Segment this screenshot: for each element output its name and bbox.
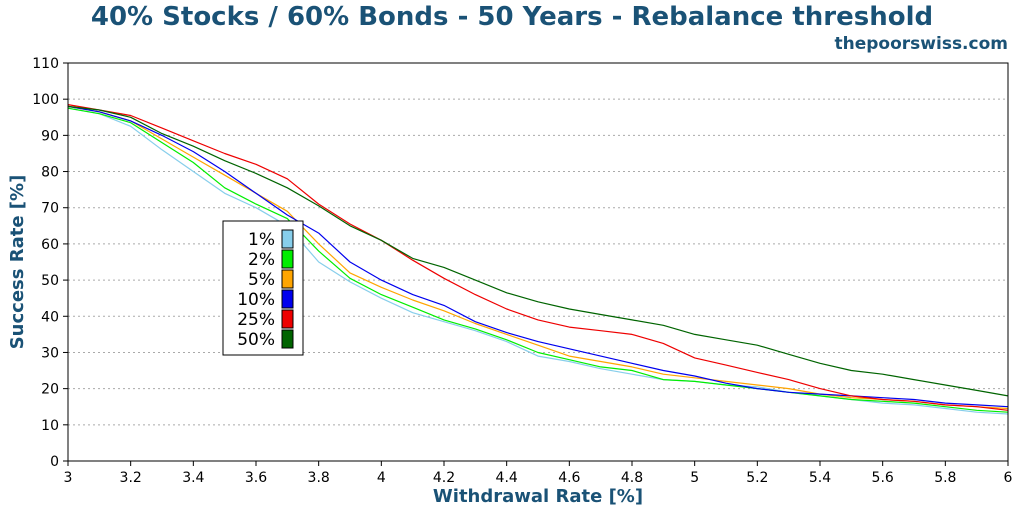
series-line-5pct [67, 105, 1009, 410]
series-line-10pct [67, 105, 1009, 408]
series-line-25pct [67, 104, 1009, 411]
x-tick-label: 3.6 [245, 470, 267, 486]
x-tick-label: 3.4 [182, 470, 204, 486]
series-lines [67, 104, 1009, 415]
legend-swatch [281, 269, 294, 289]
y-tick-label: 20 [41, 382, 59, 398]
legend-swatch [281, 329, 294, 349]
y-tick-label: 90 [41, 128, 59, 144]
legend: 1%2%5%10%25%50% [222, 220, 304, 356]
y-tick-label: 40 [41, 309, 59, 325]
y-tick-label: 70 [41, 201, 59, 217]
grid-lines [68, 62, 1008, 426]
legend-label: 2% [248, 250, 275, 270]
x-tick-label: 3.2 [120, 470, 142, 486]
legend-label: 1% [248, 230, 275, 250]
legend-label: 50% [237, 330, 275, 350]
x-tick-label: 4.2 [433, 470, 455, 486]
x-tick-label: 6 [1004, 470, 1013, 486]
legend-swatch [281, 309, 294, 329]
series-line-2pct [67, 107, 1009, 413]
chart-title: 40% Stocks / 60% Bonds - 50 Years - Reba… [91, 2, 933, 32]
x-tick-label: 4.6 [558, 470, 580, 486]
x-tick-label: 3 [64, 470, 73, 486]
y-tick-label: 80 [41, 165, 59, 181]
y-tick-label: 60 [41, 237, 59, 253]
y-tick-label: 0 [50, 454, 59, 470]
x-tick-label: 3.8 [308, 470, 330, 486]
series-line-50pct [67, 105, 1009, 397]
y-tick-label: 10 [41, 418, 59, 434]
legend-swatch [281, 229, 294, 249]
chart-subtitle: thepoorswiss.com [835, 34, 1009, 54]
x-tick-label: 5 [690, 470, 699, 486]
x-axis-label: Withdrawal Rate [%] [433, 486, 643, 507]
y-tick-label: 110 [32, 56, 59, 72]
y-tick-label: 50 [41, 273, 59, 289]
legend-label: 10% [237, 290, 275, 310]
x-tick-label: 4 [377, 470, 386, 486]
x-tick-label: 5.8 [934, 470, 956, 486]
legend-swatch [281, 249, 294, 269]
legend-label: 25% [237, 310, 275, 330]
x-tick-label: 4.8 [621, 470, 643, 486]
y-tick-label: 100 [32, 92, 59, 108]
x-tick-label: 4.4 [496, 470, 518, 486]
y-tick-label: 30 [41, 345, 59, 361]
x-tick-label: 5.2 [746, 470, 768, 486]
legend-swatch [281, 289, 294, 309]
x-tick-label: 5.6 [872, 470, 894, 486]
plot-area-frame [67, 62, 1009, 462]
y-axis-label: Success Rate [%] [7, 175, 28, 350]
x-axis: 3 3.2 3.4 3.6 3.8 4 4.2 4.4 4.6 4.8 5 5.2 5.4 5.6 5.8 6 [64, 461, 1013, 486]
x-tick-label: 5.4 [809, 470, 831, 486]
y-axis: 0 10 20 30 40 50 60 70 80 90 100 110 [32, 56, 68, 470]
legend-label: 5% [248, 270, 275, 290]
